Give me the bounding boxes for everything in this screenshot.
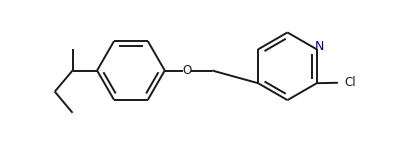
Text: O: O xyxy=(182,64,191,77)
Text: Cl: Cl xyxy=(344,76,356,89)
Text: N: N xyxy=(315,40,324,53)
